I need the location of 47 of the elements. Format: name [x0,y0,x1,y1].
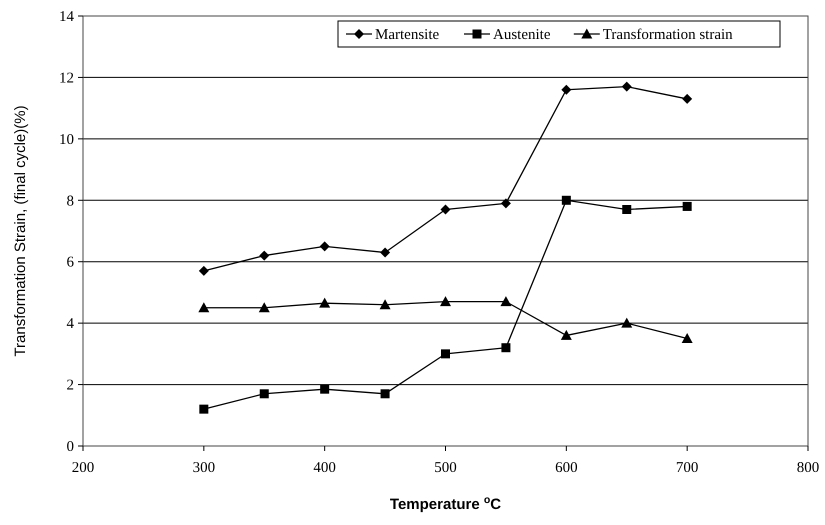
point [682,202,692,211]
point [440,296,451,306]
point [500,296,512,306]
point [198,266,209,276]
x-axis-title: Temperature $^{o}$C [390,494,502,513]
point [501,343,510,352]
x-tick-label: 200 [72,460,94,476]
x-tick-label: 300 [192,460,216,476]
legend-label: Austenite [493,27,551,43]
point [682,333,693,343]
y-tick-label: 8 [66,193,74,210]
point [622,82,632,92]
point [622,205,632,214]
y-tick-label: 6 [66,254,74,271]
point [259,250,270,261]
x-tick-label: 600 [555,460,578,476]
point [380,299,391,310]
x-tick-label: 500 [434,460,457,476]
y-tick-label: 12 [59,70,74,86]
point [258,302,270,312]
point [560,330,572,340]
point [319,298,330,308]
point [380,248,390,258]
point [621,318,632,328]
x-tick-label: 700 [676,460,698,476]
point [682,94,692,104]
point [441,349,450,358]
point [440,204,450,214]
point [500,198,511,208]
point [320,384,330,394]
x-tick-label: 400 [313,460,336,476]
y-tick-label: 2 [66,378,74,394]
point [260,389,269,398]
point [198,302,210,312]
x-tick-label: 800 [796,460,820,476]
y-tick-label: 14 [59,9,74,25]
y-tick-label: 10 [59,132,74,148]
point [561,84,572,95]
y-axis-title: Transformation Strain, (final cycle)(%) [12,105,29,357]
legend-label: Transformation strain [602,27,734,43]
point [380,389,390,398]
legend-label: Martensite [375,27,440,43]
y-tick-label: 4 [66,316,74,332]
point [562,196,571,205]
point [320,241,330,252]
y-tick-label: 0 [66,439,74,455]
point [199,404,208,414]
